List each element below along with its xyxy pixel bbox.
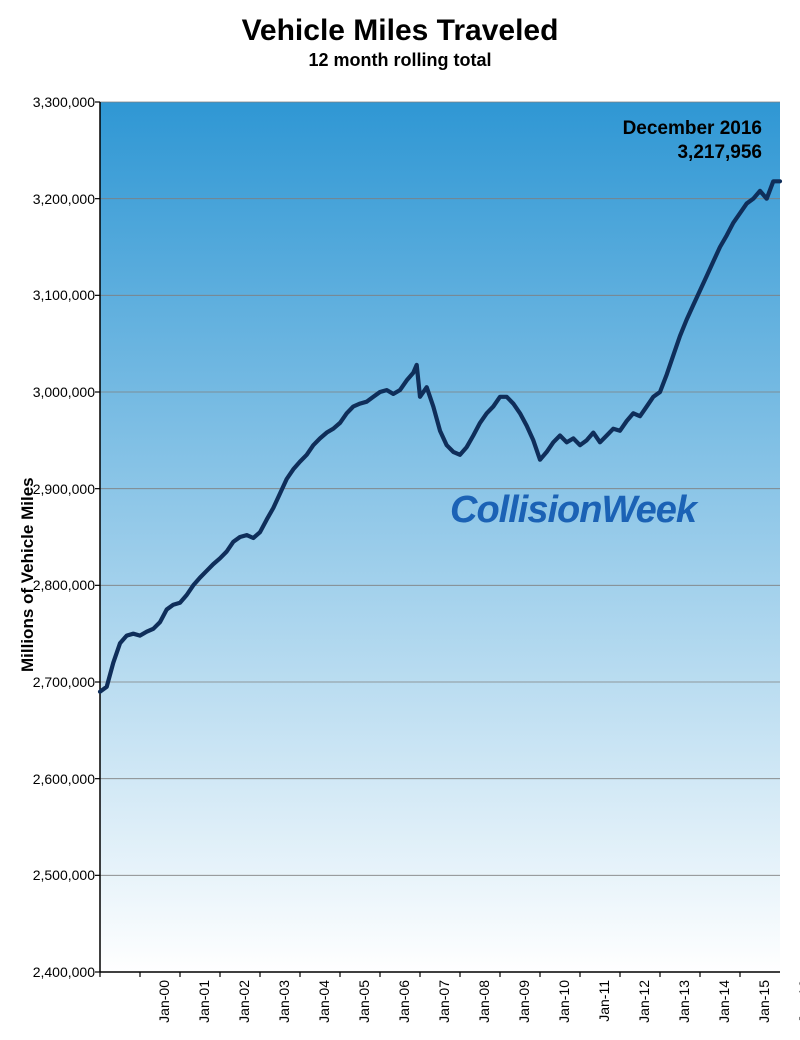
annotation-value: 3,217,956	[623, 141, 762, 166]
chart-subtitle: 12 month rolling total	[0, 50, 800, 71]
annotation-date: December 2016	[623, 117, 762, 142]
chart-container: Millions of Vehicle Miles 2,400,0002,500…	[0, 92, 800, 1032]
chart-plot	[0, 92, 800, 1032]
watermark-text: CollisionWeek	[450, 489, 696, 532]
chart-title: Vehicle Miles Traveled	[0, 14, 800, 48]
plot-background	[100, 102, 780, 972]
callout-annotation: December 2016 3,217,956	[623, 117, 762, 166]
